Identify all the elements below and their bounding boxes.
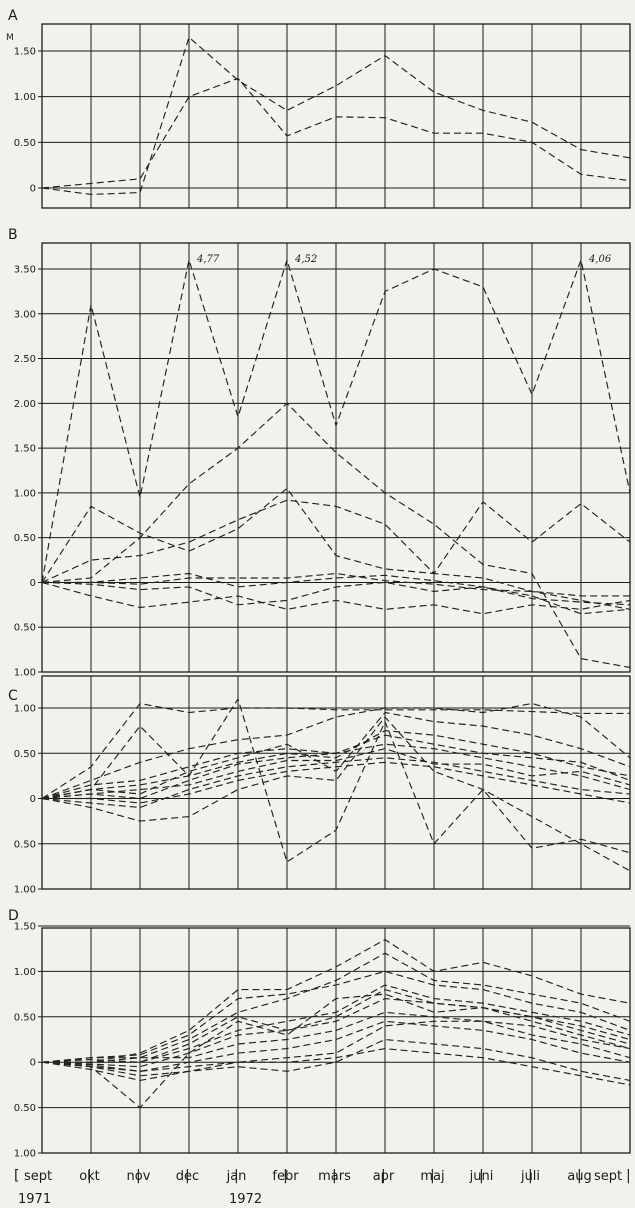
month-separator: | [283, 1168, 288, 1184]
series-line [41, 1038, 631, 1081]
unit-label: M [6, 33, 14, 43]
series-line [42, 988, 631, 1063]
series-line [41, 1048, 631, 1086]
month-label: okt [79, 1169, 100, 1184]
month-separator: | [528, 1168, 533, 1184]
series-line [41, 757, 631, 809]
y-tick-label: 1.50 [14, 922, 36, 933]
series-line [41, 487, 631, 583]
month-separator: | [234, 1168, 239, 1184]
month-separator: | [479, 1168, 484, 1184]
series-line [41, 581, 631, 606]
series-line [42, 1011, 631, 1063]
data-annotation: 4,52 [294, 254, 317, 265]
month-label: apr [373, 1169, 395, 1184]
series-line [41, 952, 631, 1063]
series-line [41, 257, 631, 583]
series-line [41, 499, 631, 610]
series-line [41, 970, 631, 1063]
series-line [41, 993, 631, 1109]
year-label-mid: 1972 [229, 1192, 262, 1207]
data-annotation: 4,06 [588, 254, 612, 265]
y-tick-label: 2.50 [14, 354, 36, 365]
y-tick-label: 0.50 [14, 1012, 36, 1023]
y-tick-label: 1.50 [14, 444, 36, 455]
month-label: dec [176, 1169, 199, 1184]
y-tick-label: 0.50 [14, 623, 36, 634]
series-line [41, 711, 631, 800]
series-line [41, 402, 631, 669]
series-line [41, 1020, 631, 1072]
panel-letter: A [8, 8, 18, 24]
series-line [41, 748, 631, 800]
month-label: juli [520, 1169, 540, 1184]
y-tick-label: 0.50 [14, 1103, 36, 1114]
panel-a: AM1.50 1.00 0.50 0 [6, 8, 631, 209]
series-line [41, 581, 631, 615]
y-tick-label: 0.50 [14, 138, 36, 149]
month-separator: | [136, 1168, 141, 1184]
month-separator: | [87, 1168, 92, 1184]
month-separator: | [626, 1168, 631, 1184]
y-tick-label: 0 [30, 578, 36, 589]
series-line [41, 697, 631, 863]
y-tick-label: 0 [30, 184, 36, 195]
panel-letter: B [8, 227, 18, 243]
y-tick-label: 0.50 [14, 749, 36, 760]
y-tick-label: 1.00 [14, 1149, 36, 1160]
y-tick-label: 0 [30, 1058, 36, 1069]
month-separator: | [577, 1168, 582, 1184]
series-line [41, 743, 631, 800]
y-tick-label: 3.50 [14, 265, 36, 276]
month-label: mars [318, 1169, 351, 1184]
y-tick-label: 1.00 [14, 92, 36, 103]
month-label: juni [469, 1169, 494, 1184]
month-label: maj [420, 1169, 444, 1184]
month-label: nov [127, 1169, 151, 1184]
month-label: febr [272, 1169, 299, 1184]
panel-letter: D [8, 908, 19, 924]
y-tick-label: 2.00 [14, 399, 36, 410]
series-line [41, 702, 631, 800]
series-line [41, 1020, 631, 1072]
series-line [41, 702, 630, 799]
month-label: aug [567, 1169, 591, 1184]
y-tick-label: 1.00 [14, 885, 36, 896]
series-line [42, 761, 631, 804]
month-separator: [ [14, 1168, 19, 1184]
y-tick-label: 3.00 [14, 309, 36, 320]
series-line [42, 938, 631, 1063]
month-separator: | [381, 1168, 386, 1184]
month-separator: | [332, 1168, 337, 1184]
data-annotation: 4,77 [196, 254, 220, 265]
panel-b: B 3.50 3.00 2.50 2.00 1.50 1.00 0.50 0 0.50 1.00 4,… [8, 227, 631, 679]
series-line [41, 77, 631, 189]
series-line [41, 998, 631, 1068]
x-axis: [ | | | | | | | | | | | | sept okt nov dec jan febr mars apr… [14, 1168, 631, 1207]
month-separator: | [430, 1168, 435, 1184]
series-line [41, 716, 631, 872]
panel-d: D1.50 1.00 0.50 0 0.50 1.00 [8, 908, 631, 1160]
month-label: jan [226, 1169, 247, 1184]
y-tick-label: 0.50 [14, 839, 36, 850]
month-label: sept [594, 1169, 622, 1184]
month-label: sept [24, 1169, 52, 1184]
y-tick-label: 1.00 [14, 488, 36, 499]
series-line [41, 984, 631, 1063]
year-label-start: 1971 [18, 1192, 51, 1207]
y-tick-label: 1.50 [14, 47, 36, 58]
series-line [41, 36, 631, 195]
y-tick-label: 1.00 [14, 668, 36, 679]
y-tick-label: 0.50 [14, 533, 36, 544]
series-line [41, 730, 631, 800]
panel-letter: C [8, 688, 18, 704]
y-tick-label: 0 [30, 794, 36, 805]
month-separator: | [185, 1168, 190, 1184]
y-tick-label: 1.00 [14, 704, 36, 715]
y-tick-label: 1.00 [14, 967, 36, 978]
